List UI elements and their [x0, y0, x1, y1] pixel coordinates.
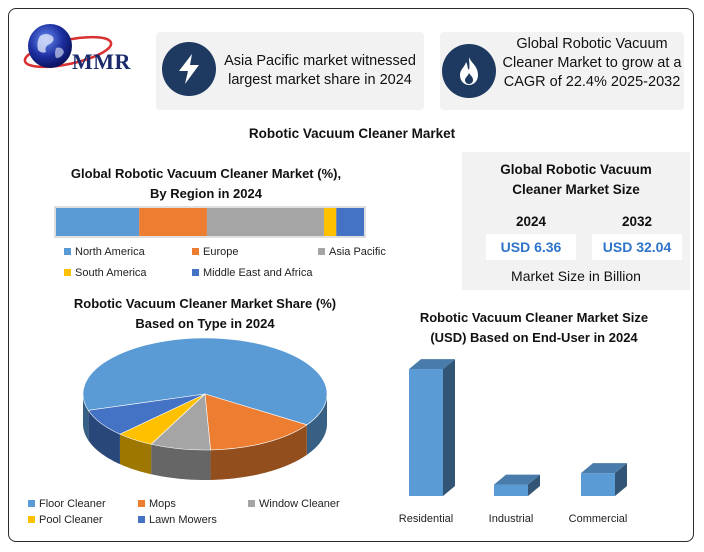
- type-chart-title-line1: Robotic Vacuum Cleaner Market Share (%): [73, 296, 337, 311]
- market-size-title-line2: Cleaner Market Size: [512, 182, 640, 197]
- legend-item-floor-cleaner: Floor Cleaner: [28, 498, 106, 510]
- legend-item-middle-east-and-africa: Middle East and Africa: [192, 267, 312, 279]
- market-size-card: Global Robotic Vacuum Cleaner Market Siz…: [462, 152, 690, 290]
- flame-icon: [442, 44, 496, 98]
- pie-side-floor-cleaner: [306, 394, 327, 455]
- region-chart-title-line1: Global Robotic Vacuum Cleaner Market (%)…: [70, 166, 342, 181]
- region-chart-title: Global Robotic Vacuum Cleaner Market (%)…: [36, 164, 376, 204]
- market-size-footer: Market Size in Billion: [511, 268, 641, 284]
- legend-swatch: [138, 499, 145, 507]
- pie-sides: [83, 394, 327, 480]
- end-user-chart-title-line2: (USD) Based on End-User in 2024: [430, 330, 638, 345]
- legend-swatch: [64, 247, 71, 255]
- mmr-logo: [18, 22, 148, 78]
- legend-swatch: [192, 247, 199, 255]
- info-card-asia-pacific: Asia Pacific market witnessed largest ma…: [156, 32, 424, 110]
- bar-top: [409, 359, 455, 370]
- legend-item-europe: Europe: [192, 246, 238, 258]
- legend-swatch: [318, 247, 325, 255]
- type-chart-title-line2: Based on Type in 2024: [135, 316, 275, 331]
- legend-label: Mops: [149, 498, 176, 510]
- region-stacked-bar: [54, 206, 366, 238]
- value-2024: USD 6.36: [486, 234, 576, 260]
- lightning-bolt-icon: [162, 42, 216, 96]
- bar-segment-asia-pacific: [206, 208, 324, 236]
- pie-side-floor-cleaner: [83, 394, 89, 441]
- bar-segment-north-america: [56, 208, 140, 236]
- info-text-asia-pacific: Asia Pacific market witnessed largest ma…: [224, 53, 416, 88]
- region-chart-title-line2: By Region in 2024: [150, 186, 262, 201]
- legend-label: Window Cleaner: [259, 498, 340, 510]
- x-tick-label-industrial: Industrial: [489, 513, 534, 525]
- bar-segment-south-america: [323, 208, 337, 236]
- end-user-chart-title: Robotic Vacuum Cleaner Market Size (USD)…: [384, 308, 684, 348]
- pie-slice-lawn-mowers: [87, 393, 206, 435]
- end-user-chart-title-line1: Robotic Vacuum Cleaner Market Size: [419, 310, 649, 325]
- bar-side: [615, 463, 627, 496]
- year-2032: 2032: [621, 214, 653, 229]
- legend-item-asia-pacific: Asia Pacific: [318, 246, 386, 258]
- legend-swatch: [248, 499, 255, 507]
- type-pie-chart: [82, 337, 328, 480]
- info-card-cagr: Global Robotic Vacuum Cleaner Market to …: [440, 32, 684, 110]
- legend-label: Europe: [203, 246, 239, 258]
- pie-side-window-cleaner: [151, 444, 211, 480]
- legend-label: Floor Cleaner: [39, 498, 106, 510]
- bar-front: [581, 473, 615, 496]
- year-2024: 2024: [515, 214, 547, 229]
- type-chart-title: Robotic Vacuum Cleaner Market Share (%) …: [40, 294, 370, 334]
- legend-label: North America: [75, 246, 145, 258]
- pie-side-pool-cleaner: [119, 434, 152, 475]
- market-size-title-line1: Global Robotic Vacuum: [500, 162, 652, 177]
- bar-top: [581, 463, 627, 474]
- main-title: Robotic Vacuum Cleaner Market: [248, 126, 456, 141]
- legend-label: Pool Cleaner: [39, 514, 103, 526]
- legend-label: Lawn Mowers: [149, 514, 217, 526]
- legend-item-lawn-mowers: Lawn Mowers: [138, 514, 217, 526]
- legend-item-north-america: North America: [64, 246, 145, 258]
- bar-side: [443, 359, 455, 496]
- infographic-frame: [8, 8, 694, 542]
- market-size-title: Global Robotic Vacuum Cleaner Market Siz…: [462, 160, 690, 200]
- bar-residential: [409, 359, 455, 496]
- x-tick-label-commercial: Commercial: [569, 513, 628, 525]
- bar-commercial: [581, 463, 627, 496]
- bar-front: [494, 484, 528, 496]
- bar-front: [409, 369, 443, 496]
- pie-slice-floor-cleaner: [82, 337, 328, 426]
- end-user-bar-chart: Residential Industrial Commercial: [399, 359, 628, 525]
- legend-label: Asia Pacific: [329, 246, 386, 258]
- x-tick-label-residential: Residential: [399, 513, 453, 525]
- pie-side-lawn-mowers: [88, 410, 120, 465]
- legend-swatch: [28, 499, 35, 507]
- bar-segment-middle-east-and-africa: [336, 208, 364, 236]
- legend-swatch: [64, 268, 71, 276]
- pie-side-mops: [210, 424, 307, 480]
- pie-slice-mops: [204, 393, 308, 451]
- legend-label: South America: [75, 267, 147, 279]
- bar-industrial: [494, 474, 540, 496]
- legend-label: Middle East and Africa: [203, 267, 313, 279]
- legend-item-window-cleaner: Window Cleaner: [248, 498, 340, 510]
- legend-item-mops: Mops: [138, 498, 176, 510]
- legend-swatch: [28, 515, 35, 523]
- legend-swatch: [192, 268, 199, 276]
- legend-swatch: [138, 515, 145, 523]
- bar-segment-europe: [139, 208, 207, 236]
- info-text-cagr: Global Robotic Vacuum Cleaner Market to …: [502, 36, 682, 90]
- logo-text: MMR: [72, 49, 131, 74]
- legend-item-pool-cleaner: Pool Cleaner: [28, 514, 103, 526]
- value-2032: USD 32.04: [592, 234, 682, 260]
- bar-side: [528, 474, 540, 496]
- legend-item-south-america: South America: [64, 267, 147, 279]
- bar-top: [494, 474, 540, 485]
- globe-icon: [23, 24, 113, 69]
